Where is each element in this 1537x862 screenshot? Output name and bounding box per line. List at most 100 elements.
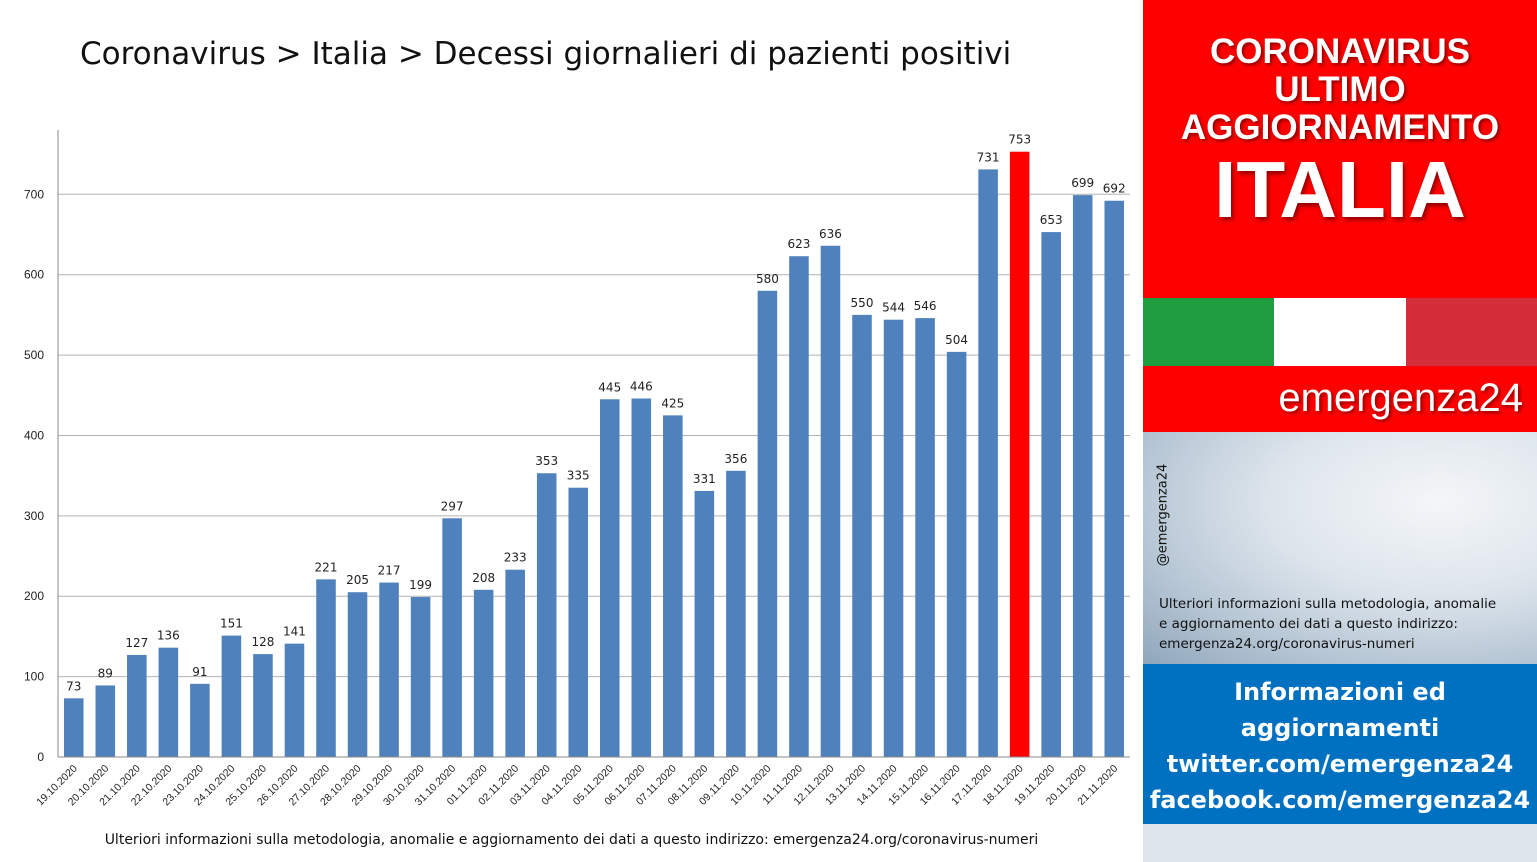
bar (316, 579, 336, 757)
bar (253, 654, 273, 757)
data-label: 141 (283, 625, 306, 639)
banner-line-2: ULTIMO (1274, 70, 1406, 109)
y-tick-label: 0 (37, 750, 44, 764)
data-label: 297 (441, 499, 464, 513)
y-tick-label: 200 (24, 589, 44, 603)
bar (221, 635, 242, 757)
bar-chart: 0 100 200 300 400 500 600 700 73 89 127 136 91 151 12… (24, 130, 1130, 808)
y-tick-label: 300 (24, 509, 44, 523)
data-label: 445 (598, 380, 621, 394)
data-label: 653 (1040, 213, 1063, 227)
data-label: 753 (1008, 133, 1031, 147)
bar (789, 256, 809, 757)
italian-flag (1143, 298, 1537, 366)
bar (726, 470, 746, 757)
data-label: 335 (567, 469, 590, 483)
y-axis: 0 100 200 300 400 500 600 700 (24, 130, 59, 764)
bar (883, 319, 904, 757)
data-label: 623 (787, 237, 810, 251)
bar (379, 582, 399, 757)
data-label: 699 (1071, 176, 1094, 190)
methodology-note: Ulteriori informazioni sulla metodologia… (104, 832, 1039, 848)
data-label: 151 (220, 617, 243, 631)
data-label: 356 (724, 452, 747, 466)
bar (536, 473, 557, 757)
data-labels: 73 89 127 136 91 151 128 141 221 205 217 199 297 208 2… (66, 133, 1126, 694)
brand-bar: emergenza24 (1143, 366, 1537, 432)
bar (127, 654, 147, 757)
sidebar-info: Ulteriori informazioni sulla metodologia… (1159, 594, 1531, 654)
data-label: 446 (630, 379, 653, 393)
data-label: 91 (192, 665, 207, 679)
facebook-link: facebook.com/emergenza24 (1149, 786, 1531, 814)
chart-grid (58, 193, 1130, 758)
banner-line-1: CORONAVIRUS (1210, 32, 1470, 71)
data-label: 217 (378, 564, 401, 578)
bar (757, 290, 778, 757)
data-label: 205 (346, 573, 369, 587)
bar (915, 318, 935, 757)
sidebar: CORONAVIRUS ULTIMO AGGIORNAMENTO ITALIA … (1143, 0, 1537, 862)
bar (410, 597, 431, 757)
data-label: 425 (661, 396, 684, 410)
info-line: e aggiornamento dei dati a questo indiri… (1159, 616, 1458, 632)
bottom-strip (1143, 824, 1537, 862)
bar (190, 683, 210, 757)
chart-panel: Coronavirus > Italia > Decessi giornalie… (23, 36, 1130, 848)
bar (347, 592, 368, 757)
bar (442, 518, 462, 757)
banner-line-3: AGGIORNAMENTO (1180, 108, 1500, 147)
twitter-link: twitter.com/emergenza24 (1166, 750, 1514, 778)
data-label: 331 (693, 472, 716, 486)
info-link: emergenza24.org/coronavirus-numeri (1159, 636, 1415, 652)
bar (631, 398, 652, 757)
headline-banner: CORONAVIRUS ULTIMO AGGIORNAMENTO ITALIA (1143, 0, 1537, 298)
bar (95, 685, 116, 757)
bar (694, 490, 715, 757)
y-tick-label: 100 (24, 670, 44, 684)
background-photo (1143, 432, 1537, 664)
banner-country: ITALIA (1214, 145, 1466, 234)
bar (158, 647, 179, 757)
data-label: 731 (977, 150, 1000, 164)
data-label: 580 (756, 272, 779, 286)
bar (820, 245, 841, 757)
bar (473, 589, 494, 757)
brand-name: emergenza24 (1278, 376, 1523, 420)
data-label: 89 (98, 666, 113, 680)
data-label: 136 (157, 629, 180, 643)
bar (599, 399, 620, 757)
data-label: 127 (125, 636, 148, 650)
data-label: 73 (66, 679, 81, 693)
data-label: 128 (251, 635, 274, 649)
data-label: 199 (409, 578, 432, 592)
bar (1104, 200, 1125, 757)
bar (1072, 195, 1093, 757)
flag-red-stripe (1405, 298, 1537, 366)
data-label: 221 (315, 560, 338, 574)
data-label: 353 (535, 454, 558, 468)
bar (568, 487, 589, 757)
data-label: 208 (472, 571, 495, 585)
bar (946, 351, 967, 757)
flag-green-stripe (1143, 298, 1275, 366)
handle-text: @emergenza24 (1155, 463, 1171, 567)
bar (505, 569, 525, 757)
bar (63, 698, 84, 757)
bar (852, 314, 872, 757)
data-label: 550 (851, 296, 874, 310)
bar (1009, 151, 1030, 757)
data-label: 692 (1103, 182, 1126, 196)
x-axis: 19.10.202020.10.202021.10.202022.10.2020… (34, 756, 1130, 808)
data-label: 544 (882, 301, 905, 315)
info-line: Ulteriori informazioni sulla metodologia… (1159, 596, 1497, 612)
data-label: 636 (819, 227, 842, 241)
bars (63, 151, 1125, 758)
social-line: Informazioni ed (1234, 678, 1446, 706)
bar (663, 415, 683, 757)
social-box: Informazioni ed aggiornamenti twitter.co… (1143, 664, 1537, 824)
y-tick-label: 700 (24, 187, 44, 201)
y-tick-label: 500 (24, 348, 44, 362)
data-label: 233 (504, 551, 527, 565)
data-label: 504 (945, 333, 968, 347)
